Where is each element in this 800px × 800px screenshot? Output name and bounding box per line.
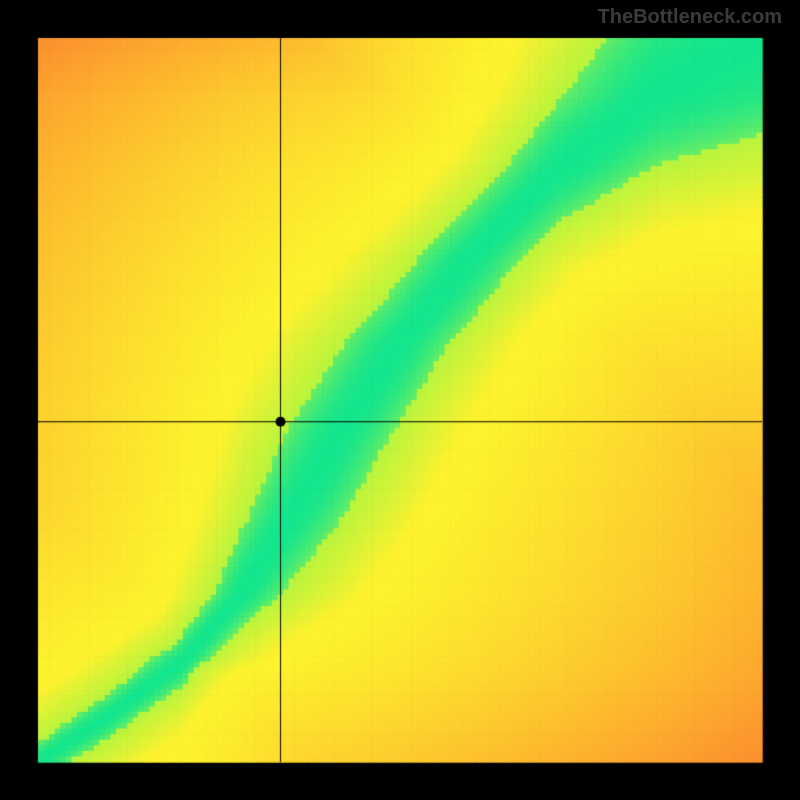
attribution-text: TheBottleneck.com: [598, 6, 782, 29]
bottleneck-heatmap: [0, 0, 800, 800]
chart-container: { "attribution": "TheBottleneck.com", "c…: [0, 0, 800, 800]
